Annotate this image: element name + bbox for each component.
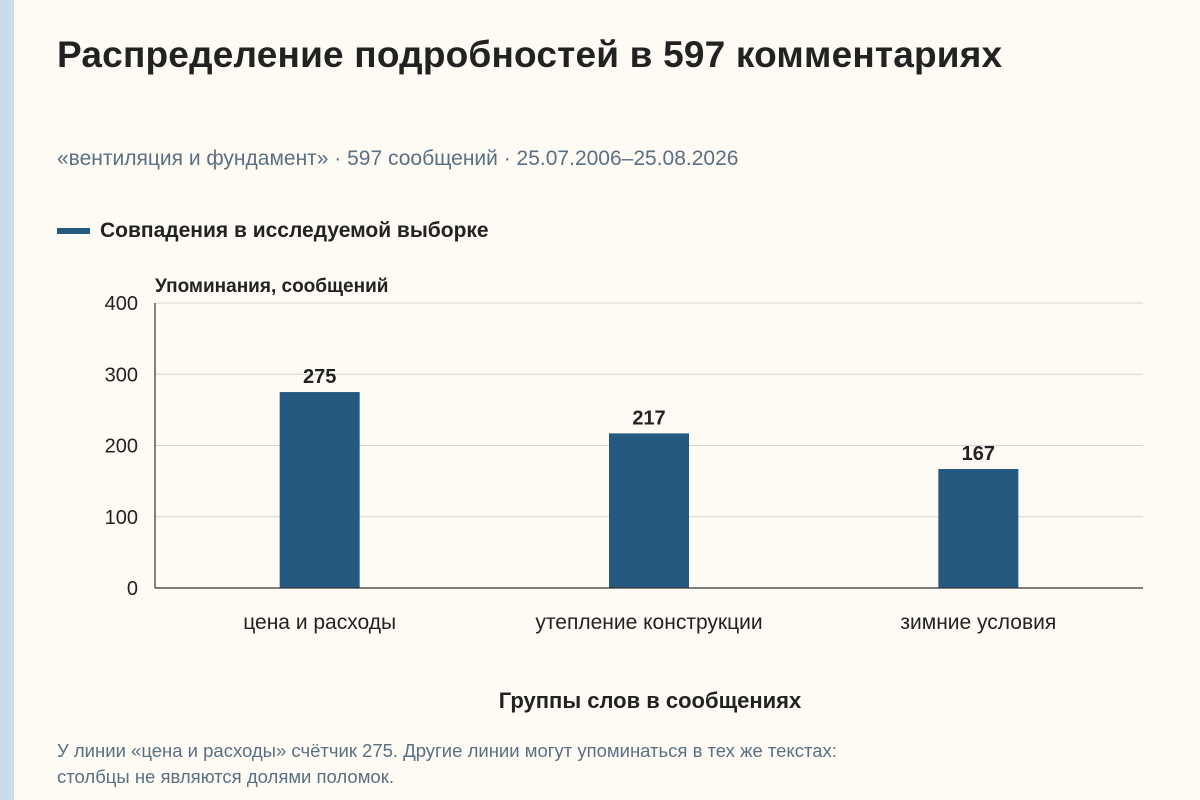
bars [279, 392, 1019, 588]
legend: Совпадения в исследуемой выборке [57, 219, 489, 243]
y-tick-label: 300 [105, 364, 138, 386]
x-axis-title: Группы слов в сообщениях [498, 688, 802, 713]
bar-value-label: 217 [632, 407, 665, 429]
axes [154, 303, 1143, 589]
x-tick-label: утепление конструкции [535, 611, 762, 634]
y-tick-label: 0 [127, 578, 138, 600]
bar-value-label: 167 [962, 443, 995, 465]
page-title: Распределение подробностей в 597 коммент… [57, 34, 1003, 75]
y-axis-title: Упоминания, сообщений [155, 276, 388, 297]
labels: 0 100 200 300 400 Упоминания, сообщений 275 цен… [105, 276, 1057, 634]
x-tick-label: зимние условия [900, 611, 1056, 634]
bar [279, 392, 360, 588]
y-tick-label: 100 [105, 507, 138, 529]
x-tick-label: цена и расходы [243, 611, 396, 634]
legend-swatch [57, 228, 90, 234]
bar-value-label: 275 [303, 366, 336, 388]
left-accent-stripe [0, 0, 14, 800]
bar [938, 469, 1019, 588]
footnote-line-1: У линии «цена и расходы» счётчик 275. Др… [57, 740, 837, 761]
bar [609, 433, 689, 588]
y-tick-label: 200 [105, 436, 138, 458]
subtitle: «вентиляция и фундамент» · 597 сообщений… [57, 147, 739, 170]
footnote: У линии «цена и расходы» счётчик 275. Др… [57, 738, 1157, 790]
footnote-line-2: столбцы не являются долями поломок. [57, 766, 394, 787]
legend-label: Совпадения в исследуемой выборке [100, 219, 489, 242]
y-tick-label: 400 [105, 293, 138, 315]
